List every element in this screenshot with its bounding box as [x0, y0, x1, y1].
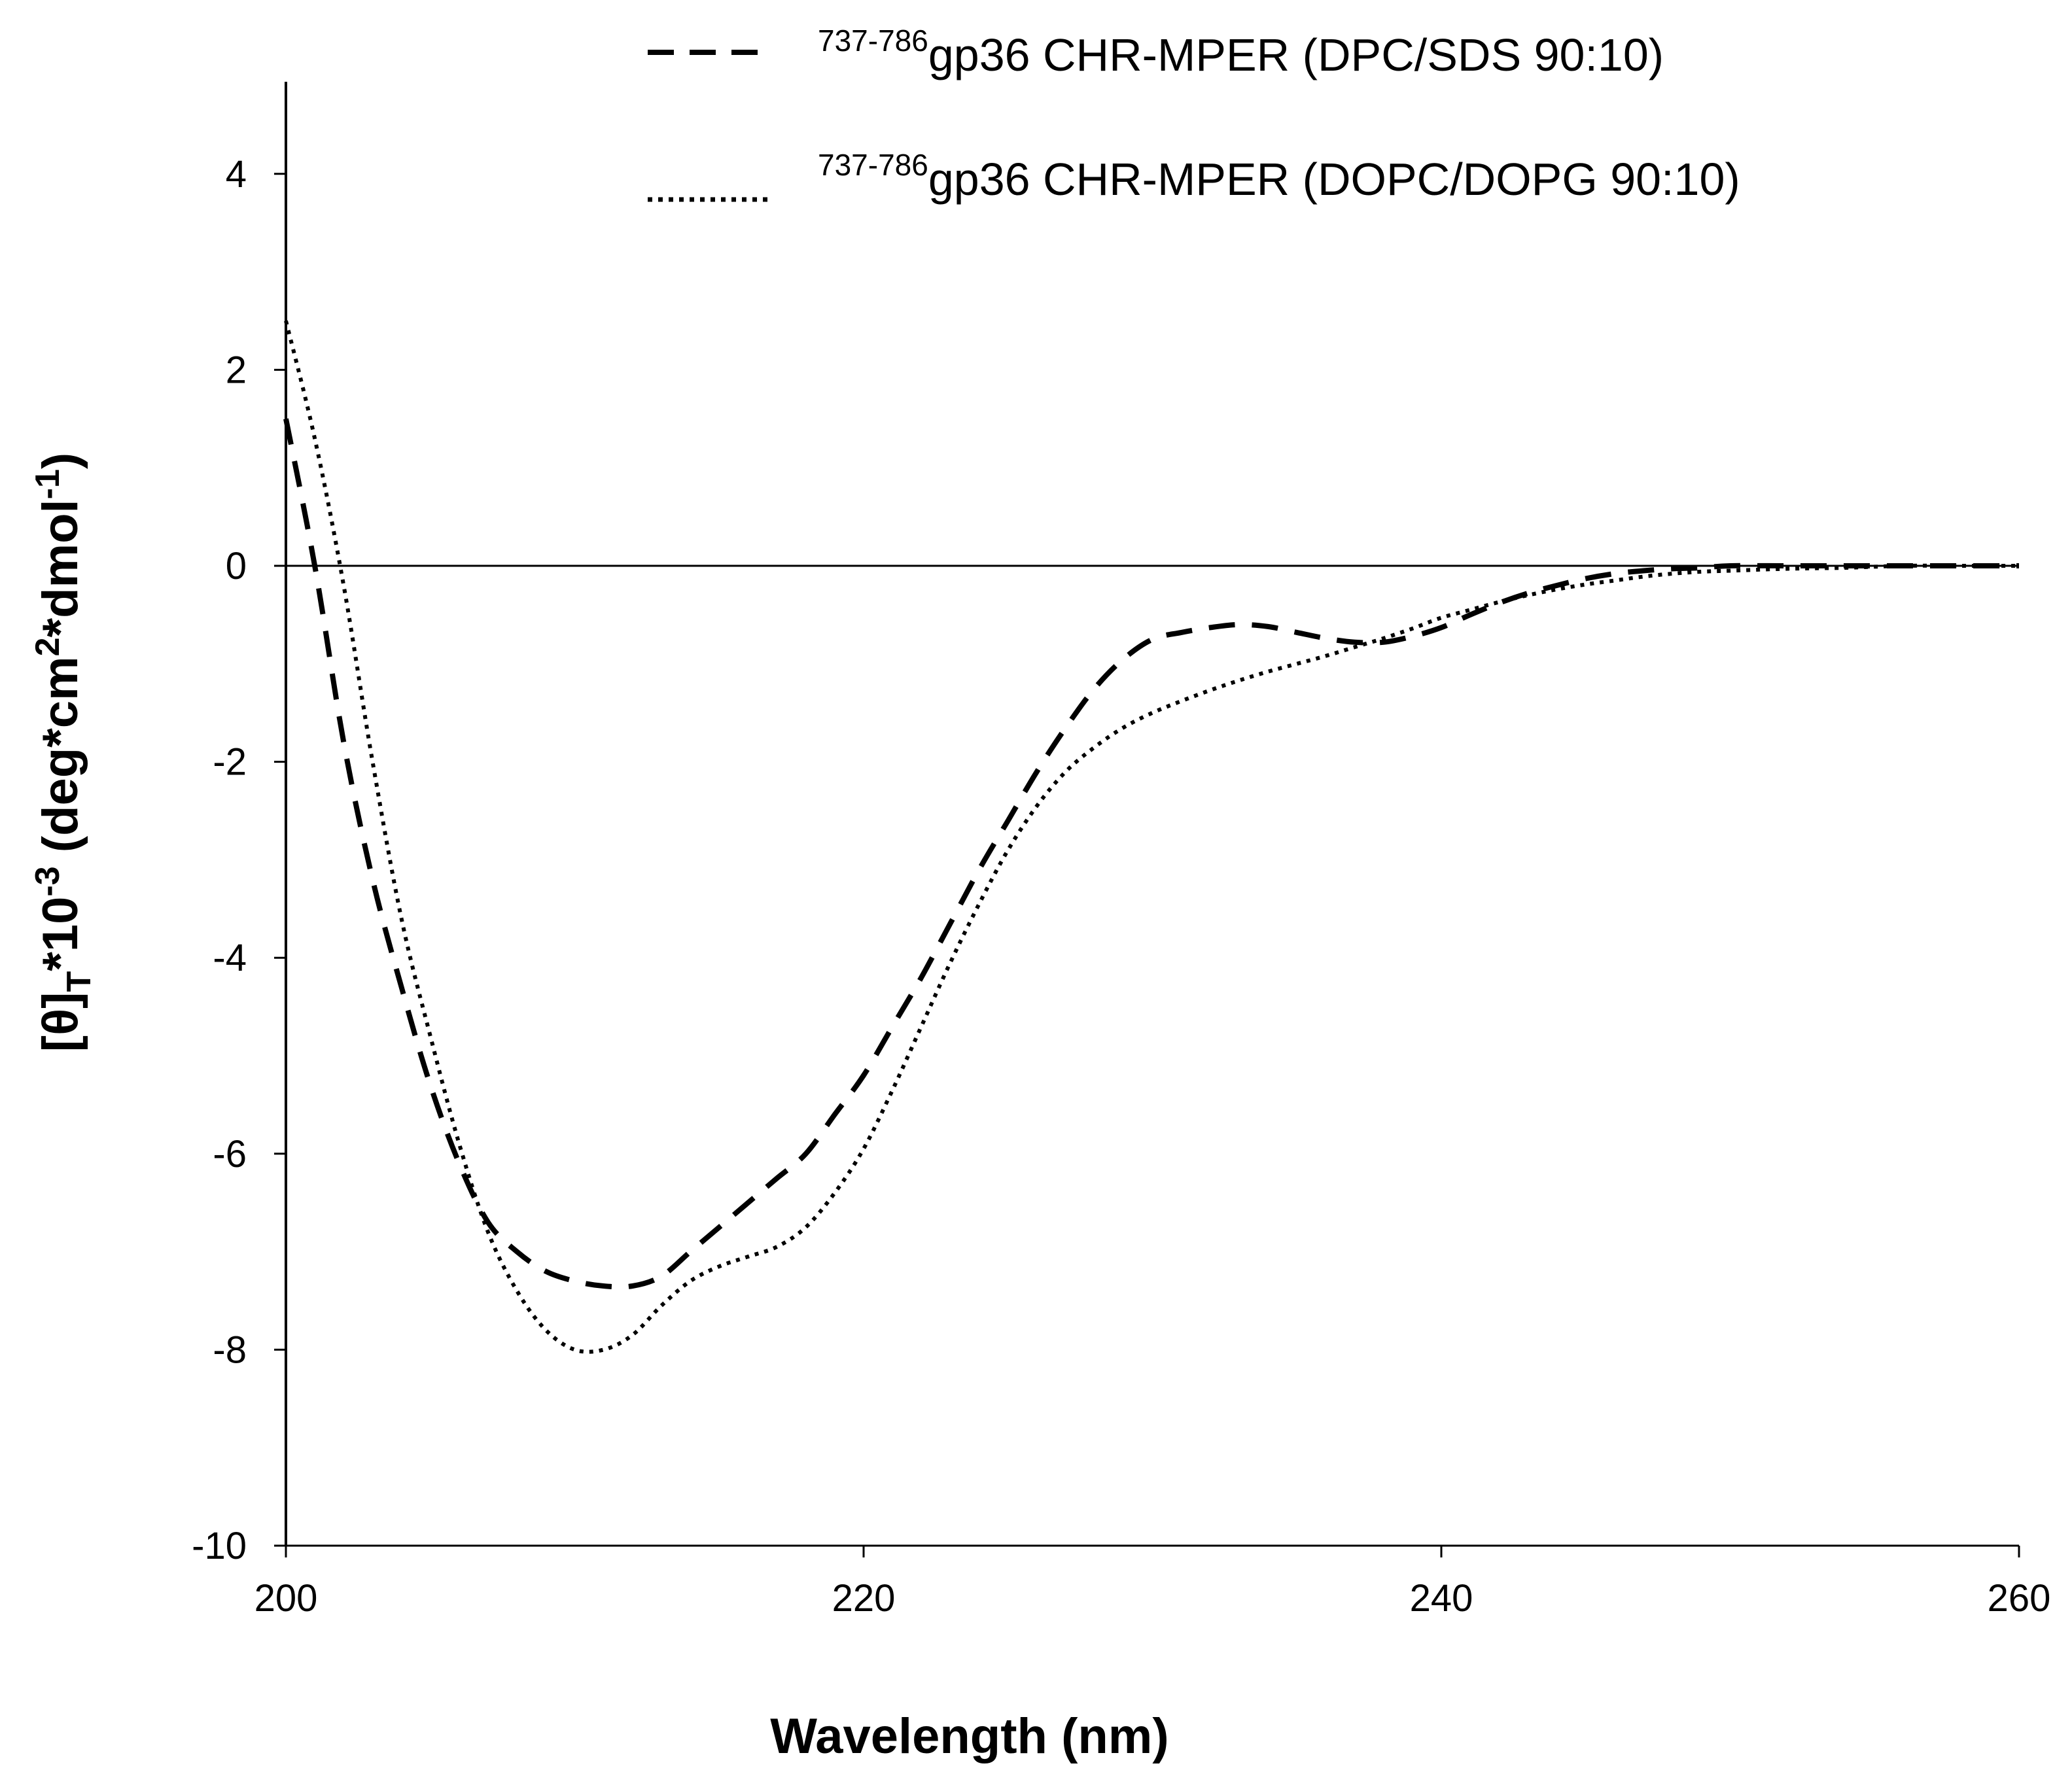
y-title-unit-open: (deg*cm	[33, 656, 88, 866]
y-title-unit-close: )	[33, 453, 88, 469]
y-title-unit-exponent: 2	[29, 637, 67, 656]
y-title-unit-exponent-2: -1	[29, 469, 67, 499]
x-axis-title: Wavelength (nm)	[770, 1709, 1168, 1764]
x-tick-label: 220	[832, 1577, 896, 1620]
legend-sup-dopc-dopg: 737-786	[818, 148, 928, 182]
legend-sup-dpc-sds: 737-786	[818, 24, 928, 58]
legend: 737-786gp36 CHR-MPER (DPC/SDS 90:10) 737…	[648, 24, 1740, 205]
y-tick-label: -2	[213, 741, 247, 784]
legend-label-dpc-sds: 737-786gp36 CHR-MPER (DPC/SDS 90:10)	[818, 24, 1664, 80]
series-layer	[283, 320, 2019, 1354]
y-tick-label: -6	[213, 1133, 247, 1175]
y-tick-label: 0	[226, 545, 247, 587]
x-axis-ticks: 200 220 240 260	[255, 1546, 2051, 1620]
y-tick-label: -10	[192, 1525, 247, 1567]
y-tick-label: 4	[226, 153, 247, 196]
y-tick-label: -4	[213, 937, 247, 979]
legend-label-dopc-dopg: 737-786gp36 CHR-MPER (DOPC/DOPG 90:10)	[818, 148, 1740, 205]
x-tick-label: 200	[255, 1577, 318, 1620]
y-title-subscript: T	[60, 971, 98, 992]
y-axis-ticks: 4 2 0 -2 -4 -6 -8 -10	[192, 153, 286, 1567]
y-axis-title: [θ]T*10-3 (deg*cm2*dmol-1)	[29, 453, 98, 1052]
y-title-multiplier: *10	[33, 897, 88, 971]
y-tick-label: -8	[213, 1329, 247, 1371]
y-title-unit-mid: *dmol	[33, 499, 88, 637]
x-tick-label: 260	[1988, 1577, 2051, 1620]
series-line-dopc-dopg	[284, 320, 2019, 1354]
y-tick-label: 2	[226, 349, 247, 391]
legend-main-dopc-dopg: gp36 CHR-MPER (DOPC/DOPG 90:10)	[928, 154, 1740, 205]
y-title-exponent: -3	[29, 866, 67, 896]
y-title-base: [θ]	[33, 992, 88, 1052]
x-tick-label: 240	[1410, 1577, 1473, 1620]
legend-main-dpc-sds: gp36 CHR-MPER (DPC/SDS 90:10)	[928, 29, 1664, 80]
series-line-dpc-sds	[283, 418, 2019, 1290]
